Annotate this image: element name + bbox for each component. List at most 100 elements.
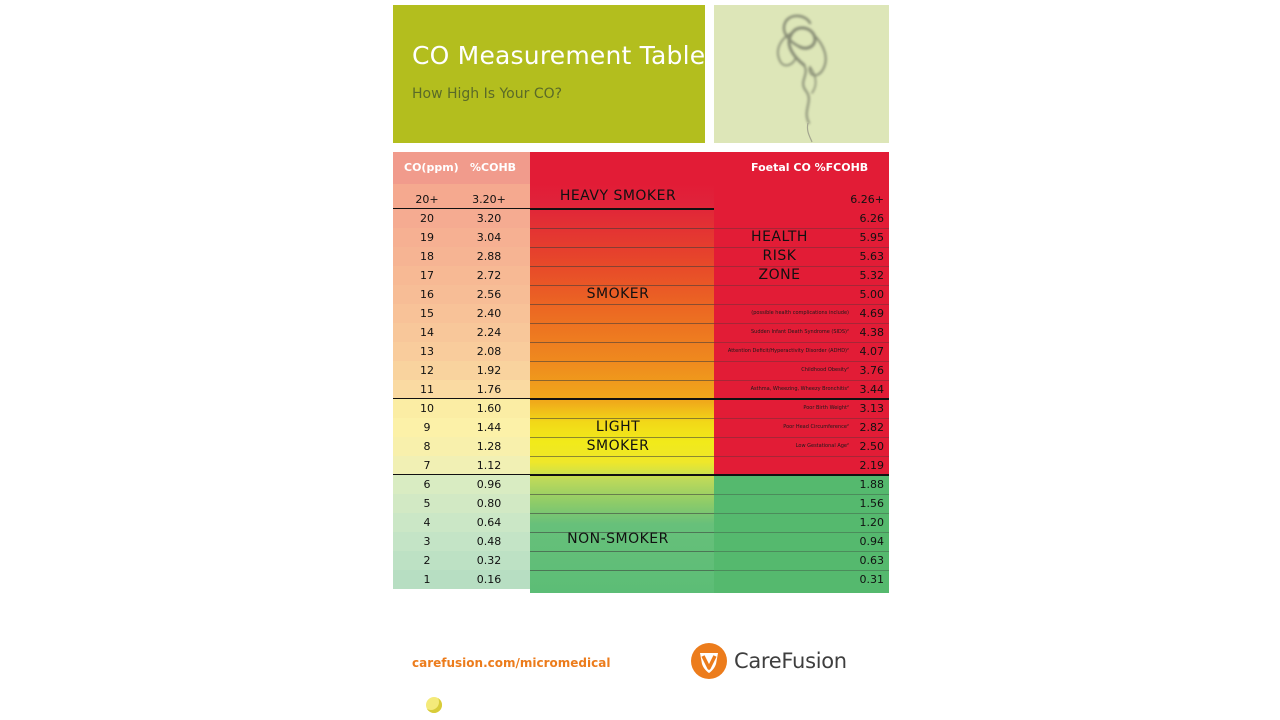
table-row: 3 0.48 (393, 532, 530, 551)
cohb-cell: 1.60 (476, 402, 502, 415)
foetal-cohb-cell: 4.69 (859, 307, 885, 320)
foetal-column (714, 152, 889, 593)
row-divider (714, 532, 889, 533)
cohb-cell: 1.28 (476, 440, 502, 453)
co-ppm-cell: 12 (420, 364, 434, 377)
cohb-cell: 0.80 (476, 497, 502, 510)
foetal-safe-zone (714, 474, 889, 593)
co-ppm-cell: 20 (420, 212, 434, 225)
zone-divider (393, 474, 889, 476)
website-link[interactable]: carefusion.com/micromedical (412, 656, 611, 670)
title-banner: CO Measurement Table How High Is Your CO… (393, 5, 705, 143)
foetal-cohb-cell: 6.26+ (850, 193, 884, 206)
complication-adhd: Attention Deficit/Hyperactivity Disorder… (727, 348, 849, 354)
table-row: 2 0.32 (393, 551, 530, 570)
table-row: 20 3.20 (393, 209, 530, 228)
cohb-cell: 0.48 (476, 535, 502, 548)
table-row: 11 1.76 (393, 380, 530, 399)
co-ppm-cell: 1 (423, 573, 431, 586)
co-ppm-cell: 7 (423, 459, 431, 472)
cohb-cell: 2.56 (476, 288, 502, 301)
table-row: 1 0.16 (393, 570, 530, 589)
complication-gestational-age: Low Gestational Age² (795, 443, 849, 449)
foetal-cohb-cell: 5.00 (859, 288, 885, 301)
row-divider (393, 551, 714, 552)
complication-asthma: Asthma, Wheezing, Wheezy Bronchitis² (750, 386, 849, 392)
cohb-cell: 3.20+ (472, 193, 506, 206)
smoker-gradient-bar (530, 152, 714, 593)
zone-divider (393, 398, 889, 400)
row-divider (714, 228, 889, 229)
cohb-cell: 2.40 (476, 307, 502, 320)
row-divider (714, 285, 889, 286)
co-ppm-cell: 11 (420, 383, 434, 396)
header-cohb: %COHB (470, 161, 517, 174)
row-divider (714, 380, 889, 381)
row-divider (393, 247, 714, 248)
table-row: 13 2.08 (393, 342, 530, 361)
row-divider (393, 361, 714, 362)
row-divider (714, 570, 889, 571)
foetal-cohb-cell: 2.82 (859, 421, 885, 434)
header-foetal-co: Foetal CO %FCOHB (751, 161, 869, 174)
co-ppm-cell: 20+ (415, 193, 439, 206)
table-row: 12 1.92 (393, 361, 530, 380)
co-ppm-cell: 19 (420, 231, 434, 244)
zone-heavy-smoker: HEAVY SMOKER (559, 188, 677, 204)
co-ppm-cell: 3 (423, 535, 431, 548)
foetal-cohb-cell: 2.19 (859, 459, 885, 472)
foetal-cohb-cell: 0.94 (859, 535, 885, 548)
page-title: CO Measurement Table (412, 41, 706, 70)
table-row: 20+ 3.20+ (393, 184, 530, 209)
co-ppm-cell: 6 (423, 478, 431, 491)
table-row: 18 2.88 (393, 247, 530, 266)
cohb-cell: 1.12 (476, 459, 502, 472)
foetal-cohb-cell: 5.95 (859, 231, 885, 244)
table-row: 14 2.24 (393, 323, 530, 342)
table-row: 6 0.96 (393, 475, 530, 494)
cohb-cell: 1.44 (476, 421, 502, 434)
co-ppm-cell: 17 (420, 269, 434, 282)
cohb-cell: 2.08 (476, 345, 502, 358)
co-ppm-cell: 15 (420, 307, 434, 320)
foetal-cohb-cell: 1.88 (859, 478, 885, 491)
carefusion-shield-icon (691, 643, 727, 679)
table-row: 19 3.04 (393, 228, 530, 247)
bulb-icon (426, 697, 442, 713)
row-divider (393, 323, 714, 324)
row-divider (714, 266, 889, 267)
row-divider (393, 285, 714, 286)
cohb-cell: 3.20 (476, 212, 502, 225)
zone-light-smoker: SMOKER (586, 438, 650, 454)
complication-head-circumference: Poor Head Circumference² (783, 424, 849, 430)
row-divider (714, 437, 889, 438)
foetal-cohb-cell: 3.13 (859, 402, 885, 415)
cohb-cell: 0.64 (476, 516, 502, 529)
smoke-image (714, 5, 889, 143)
zone-non-smoker: NON-SMOKER (567, 531, 669, 547)
health-zone-label-3: ZONE (758, 267, 801, 283)
co-ppm-cell: 14 (420, 326, 434, 339)
foetal-cohb-cell: 0.31 (859, 573, 885, 586)
co-ppm-cell: 4 (423, 516, 431, 529)
foetal-cohb-cell: 4.38 (859, 326, 885, 339)
row-divider (714, 323, 889, 324)
row-divider (714, 342, 889, 343)
table-row: 10 1.60 (393, 399, 530, 418)
cohb-cell: 0.16 (476, 573, 502, 586)
cohb-cell: 3.04 (476, 231, 502, 244)
foetal-cohb-cell: 3.44 (859, 383, 885, 396)
row-divider (393, 418, 714, 419)
cohb-cell: 2.88 (476, 250, 502, 263)
row-divider (714, 418, 889, 419)
foetal-cohb-cell: 1.56 (859, 497, 885, 510)
cohb-cell: 0.96 (476, 478, 502, 491)
row-divider (393, 266, 714, 267)
cohb-cell: 2.24 (476, 326, 502, 339)
co-ppm-cell: 16 (420, 288, 434, 301)
row-divider (393, 513, 714, 514)
co-ppm-cell: 2 (423, 554, 431, 567)
row-divider (714, 551, 889, 552)
row-divider (393, 208, 714, 210)
cohb-cell: 0.32 (476, 554, 502, 567)
